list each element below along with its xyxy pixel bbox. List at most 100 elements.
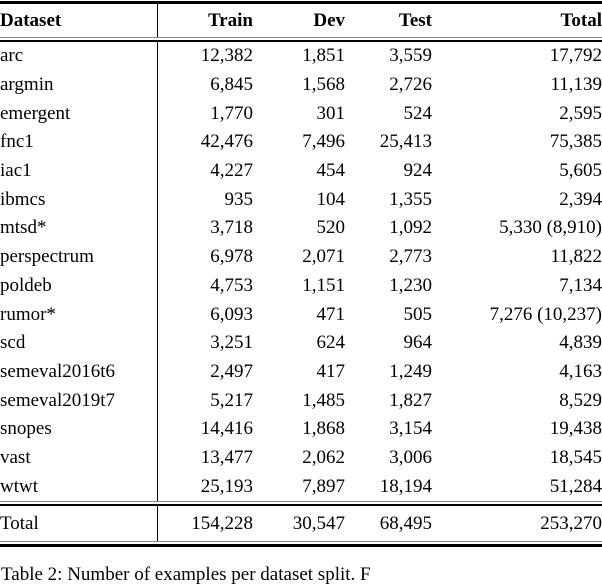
cell-test: 3,154 bbox=[389, 418, 432, 440]
table-row: semeval2016t6 2,497 417 1,249 4,163 bbox=[0, 357, 602, 387]
cell-dataset: arc bbox=[0, 45, 24, 67]
cell-test: 1,249 bbox=[389, 360, 432, 382]
cell-dataset: semeval2016t6 bbox=[0, 360, 116, 382]
cell-dataset: vast bbox=[0, 446, 31, 468]
table-row: poldeb 4,753 1,151 1,230 7,134 bbox=[0, 271, 602, 301]
cell-dataset: emergent bbox=[0, 102, 71, 124]
cell-dev: 301 bbox=[316, 102, 346, 124]
cell-dataset: ibmcs bbox=[0, 188, 46, 210]
cell-total: 7,276 (10,237) bbox=[489, 303, 602, 325]
cell-train: 935 bbox=[156, 185, 253, 215]
cell-train: 1,770 bbox=[156, 99, 253, 129]
cell-train: 5,217 bbox=[156, 386, 253, 415]
header-dev: Dev bbox=[313, 9, 345, 31]
cell-train: 14,416 bbox=[156, 414, 253, 444]
cell-total: 4,163 bbox=[559, 360, 602, 382]
cell-test: 1,827 bbox=[389, 389, 432, 411]
cell-dev: 7,496 bbox=[302, 131, 345, 153]
cell-dev: 417 bbox=[316, 360, 346, 382]
cell-dev: 2,062 bbox=[302, 446, 345, 468]
cell-train: 25,193 bbox=[156, 472, 253, 501]
cell-dev: 471 bbox=[316, 303, 346, 325]
cell-dataset: argmin bbox=[0, 74, 54, 96]
cell-dataset: scd bbox=[0, 332, 26, 354]
table-row: scd 3,251 624 964 4,839 bbox=[0, 328, 602, 358]
cell-test: 505 bbox=[403, 303, 433, 325]
table-total-row: Total 154,228 30,547 68,495 253,270 bbox=[0, 506, 602, 541]
cell-test: 18,194 bbox=[379, 475, 432, 497]
cell-test: 1,355 bbox=[389, 188, 432, 210]
cell-total: 5,605 bbox=[559, 160, 602, 182]
cell-train: 6,845 bbox=[156, 70, 253, 100]
cell-dataset: wtwt bbox=[0, 475, 38, 497]
cell-total: 19,438 bbox=[549, 418, 602, 440]
cell-train: 3,718 bbox=[156, 214, 253, 243]
cell-total: 11,139 bbox=[550, 74, 602, 96]
total-dev: 30,547 bbox=[292, 512, 345, 534]
cell-dev: 1,485 bbox=[302, 389, 345, 411]
dataset-split-table: Dataset Train Dev Test Total arc 12,382 … bbox=[0, 1, 602, 547]
cell-total: 8,529 bbox=[559, 389, 602, 411]
bottom-rule bbox=[0, 541, 602, 547]
cell-total: 2,595 bbox=[559, 102, 602, 124]
table-row: vast 13,477 2,062 3,006 18,545 bbox=[0, 443, 602, 473]
cell-train: 4,227 bbox=[156, 156, 253, 186]
header-total: Total bbox=[560, 9, 602, 31]
header-rule bbox=[0, 37, 602, 42]
cell-test: 2,726 bbox=[389, 74, 432, 96]
total-total: 253,270 bbox=[540, 512, 602, 534]
table-row: perspectrum 6,978 2,071 2,773 11,822 bbox=[0, 242, 602, 272]
header-dataset: Dataset bbox=[0, 9, 62, 31]
cell-total: 11,822 bbox=[550, 246, 602, 268]
cell-train: 13,477 bbox=[156, 443, 253, 473]
cell-train: 6,093 bbox=[156, 300, 253, 329]
table-row: arc 12,382 1,851 3,559 17,792 bbox=[0, 42, 602, 71]
cell-test: 964 bbox=[403, 332, 433, 354]
cell-train: 4,753 bbox=[156, 271, 253, 301]
cell-train: 6,978 bbox=[156, 242, 253, 272]
table-row: ibmcs 935 104 1,355 2,394 bbox=[0, 185, 602, 215]
cell-train: 2,497 bbox=[156, 357, 253, 387]
cell-test: 2,773 bbox=[389, 246, 432, 268]
cell-dataset: fnc1 bbox=[0, 131, 34, 153]
cell-dev: 7,897 bbox=[302, 475, 345, 497]
table-row: rumor* 6,093 471 505 7,276 (10,237) bbox=[0, 300, 602, 329]
cell-total: 17,792 bbox=[549, 45, 602, 67]
table-row: wtwt 25,193 7,897 18,194 51,284 bbox=[0, 472, 602, 501]
cell-test: 25,413 bbox=[379, 131, 432, 153]
cell-dev: 104 bbox=[316, 188, 346, 210]
cell-test: 1,230 bbox=[389, 274, 432, 296]
cell-total: 7,134 bbox=[559, 274, 602, 296]
table-caption: Table 2: Number of examples per dataset … bbox=[1, 564, 371, 585]
cell-dataset: rumor* bbox=[0, 303, 56, 325]
table-header-row: Dataset Train Dev Test Total bbox=[0, 2, 602, 37]
cell-train: 42,476 bbox=[156, 128, 253, 157]
cell-train: 12,382 bbox=[156, 42, 253, 71]
cell-total: 5,330 (8,910) bbox=[499, 217, 602, 239]
cell-dataset: poldeb bbox=[0, 274, 52, 296]
cell-dev: 2,071 bbox=[302, 246, 345, 268]
total-test: 68,495 bbox=[379, 512, 432, 534]
cell-dev: 1,151 bbox=[302, 274, 345, 296]
cell-test: 1,092 bbox=[389, 217, 432, 239]
cell-dev: 624 bbox=[316, 332, 346, 354]
cell-total: 4,839 bbox=[559, 332, 602, 354]
cell-test: 3,559 bbox=[389, 45, 432, 67]
cell-dataset: snopes bbox=[0, 418, 52, 440]
cell-total: 18,545 bbox=[549, 446, 602, 468]
cell-train: 3,251 bbox=[156, 328, 253, 358]
cell-total: 75,385 bbox=[549, 131, 602, 153]
table-row: mtsd* 3,718 520 1,092 5,330 (8,910) bbox=[0, 214, 602, 243]
pre-total-rule bbox=[0, 501, 602, 506]
cell-dataset: mtsd* bbox=[0, 217, 47, 239]
cell-dataset: semeval2019t7 bbox=[0, 389, 116, 411]
cell-dev: 1,868 bbox=[302, 418, 345, 440]
table-row: semeval2019t7 5,217 1,485 1,827 8,529 bbox=[0, 386, 602, 415]
cell-dev: 1,568 bbox=[302, 74, 345, 96]
total-train: 154,228 bbox=[156, 506, 253, 541]
header-train: Train bbox=[156, 2, 253, 37]
cell-total: 51,284 bbox=[549, 475, 602, 497]
cell-test: 3,006 bbox=[389, 446, 432, 468]
cell-dev: 1,851 bbox=[302, 45, 345, 67]
